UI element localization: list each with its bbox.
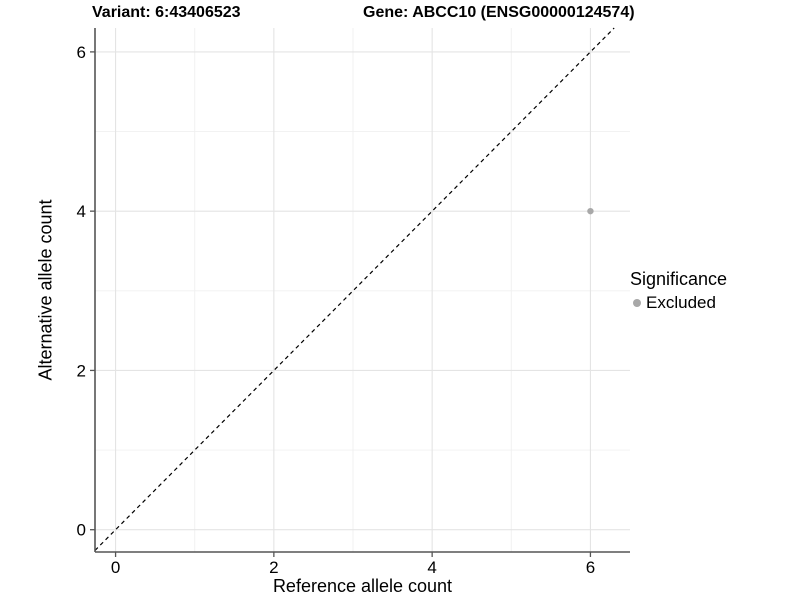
gene-title: Gene: ABCC10 (ENSG00000124574) [363,4,635,21]
legend-title: Significance [630,269,728,289]
y-axis-title: Alternative allele count [35,199,56,381]
svg-text:6: 6 [77,43,86,62]
svg-text:2: 2 [269,558,278,577]
variant-title: Variant: 6:43406523 [92,4,241,21]
svg-text:4: 4 [77,202,86,221]
legend-entry-label: Excluded [646,293,716,312]
svg-text:4: 4 [427,558,436,577]
svg-text:0: 0 [77,521,86,540]
svg-text:0: 0 [111,558,120,577]
legend-entry-excluded: Excluded [630,293,727,313]
legend: Significance Excluded [630,269,727,313]
x-axis-title: Reference allele count [272,576,453,596]
excluded-dot-icon [633,299,641,307]
svg-text:6: 6 [586,558,595,577]
svg-text:2: 2 [77,361,86,380]
